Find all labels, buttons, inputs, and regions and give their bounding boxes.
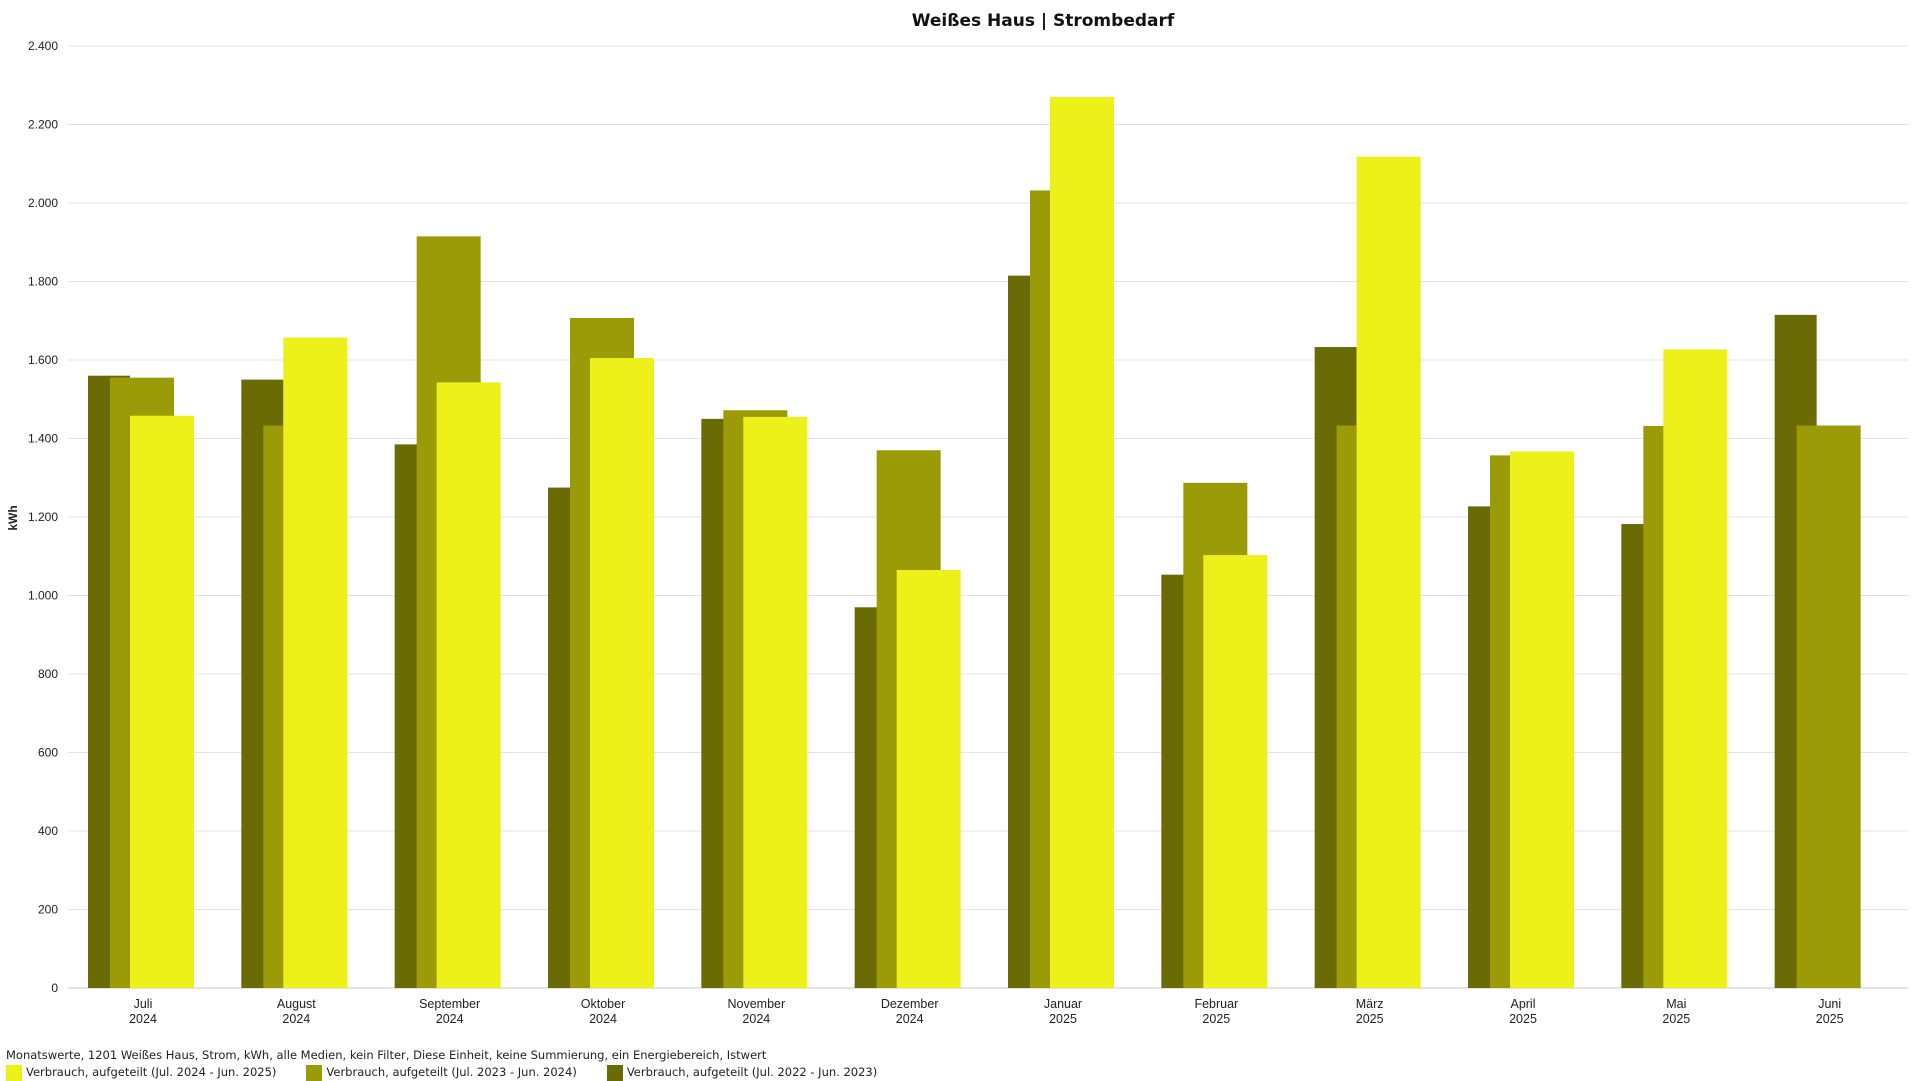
x-tick-year: 2025 (1662, 1012, 1690, 1026)
x-tick-month: April (1510, 997, 1535, 1011)
y-tick-label: 600 (38, 746, 58, 760)
y-tick-label: 1.200 (28, 510, 58, 524)
x-tick-year: 2025 (1356, 1012, 1384, 1026)
bar (1356, 156, 1421, 988)
x-tick-year: 2024 (896, 1012, 924, 1026)
bar-chart: Weißes Haus | Strombedarf 0 200 400 600 800 1… (6, 11, 1908, 1026)
chart-title: Weißes Haus | Strombedarf (912, 11, 1175, 31)
x-tick-month: September (419, 997, 480, 1011)
legend: Verbrauch, aufgeteilt (Jul. 2024 - Jun. … (6, 1064, 877, 1081)
x-tick-month: Oktober (581, 997, 625, 1011)
x-tick-month: Mai (1666, 997, 1686, 1011)
y-tick-label: 0 (51, 981, 58, 995)
x-tick-month: Januar (1044, 997, 1082, 1011)
bar (1050, 97, 1114, 988)
y-axis-label: kWh (6, 505, 20, 530)
bar (743, 416, 808, 989)
x-axis: Juli2024August2024September2024Oktober20… (129, 997, 1844, 1026)
bar (436, 382, 501, 988)
y-tick-label: 400 (38, 824, 58, 838)
x-tick-year: 2024 (129, 1012, 157, 1026)
bar (1203, 555, 1268, 988)
bar (1796, 425, 1861, 988)
legend-swatch (306, 1064, 323, 1081)
x-tick-year: 2025 (1202, 1012, 1230, 1026)
chart-description: Monatswerte, 1201 Weißes Haus, Strom, kW… (6, 1048, 767, 1062)
x-tick-year: 2024 (742, 1012, 770, 1026)
y-tick-label: 1.800 (28, 275, 58, 289)
legend-swatch (606, 1064, 623, 1081)
x-tick-year: 2025 (1049, 1012, 1077, 1026)
chart-footer: Monatswerte, 1201 Weißes Haus, Strom, kW… (6, 1047, 877, 1081)
bar (283, 337, 348, 988)
x-tick-year: 2024 (589, 1012, 617, 1026)
bar (896, 569, 961, 988)
bar (130, 415, 194, 988)
y-tick-label: 1.600 (28, 353, 58, 367)
bar (1510, 451, 1574, 988)
legend-item: Verbrauch, aufgeteilt (Jul. 2023 - Jun. … (306, 1064, 577, 1081)
bars (88, 97, 1861, 989)
bar (590, 358, 654, 989)
y-tick-label: 2.400 (28, 39, 58, 53)
y-tick-label: 2.200 (28, 118, 58, 132)
y-axis: 0 200 400 600 800 1.000 1.200 1.400 1.600 1.800 2.… (28, 39, 58, 995)
legend-item: Verbrauch, aufgeteilt (Jul. 2022 - Jun. … (606, 1064, 878, 1081)
legend-item: Verbrauch, aufgeteilt (Jul. 2024 - Jun. … (6, 1064, 276, 1081)
x-tick-month: Dezember (881, 997, 939, 1011)
y-tick-label: 1.000 (28, 589, 58, 603)
x-tick-month: März (1356, 997, 1384, 1011)
bar (1663, 349, 1728, 989)
legend-label: Verbrauch, aufgeteilt (Jul. 2022 - Jun. … (626, 1065, 878, 1079)
grid-lines (68, 45, 1908, 989)
x-tick-year: 2025 (1509, 1012, 1537, 1026)
x-tick-month: August (277, 997, 316, 1011)
y-tick-label: 1.400 (28, 432, 58, 446)
y-tick-label: 2.000 (28, 196, 58, 210)
x-tick-month: Juni (1818, 997, 1841, 1011)
x-tick-month: Juli (134, 997, 153, 1011)
legend-label: Verbrauch, aufgeteilt (Jul. 2024 - Jun. … (26, 1065, 277, 1079)
x-tick-year: 2024 (436, 1012, 464, 1026)
x-tick-year: 2024 (282, 1012, 310, 1026)
legend-label: Verbrauch, aufgeteilt (Jul. 2023 - Jun. … (326, 1065, 577, 1079)
x-tick-year: 2025 (1816, 1012, 1844, 1026)
y-tick-label: 200 (38, 903, 58, 917)
x-tick-month: Februar (1194, 997, 1238, 1011)
legend-swatch (6, 1064, 22, 1081)
x-tick-month: November (727, 997, 785, 1011)
y-tick-label: 800 (38, 667, 58, 681)
